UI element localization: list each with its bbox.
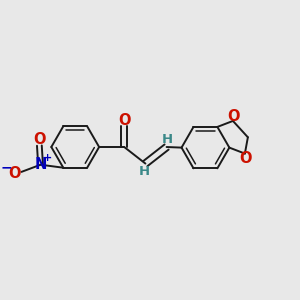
Text: O: O [118,112,130,128]
Text: O: O [239,151,252,166]
Text: H: H [139,165,150,178]
Text: +: + [43,153,52,163]
Text: N: N [34,157,47,172]
Text: −: − [1,160,12,174]
Text: H: H [162,133,173,146]
Text: O: O [8,166,20,181]
Text: O: O [33,132,46,147]
Text: O: O [227,109,240,124]
